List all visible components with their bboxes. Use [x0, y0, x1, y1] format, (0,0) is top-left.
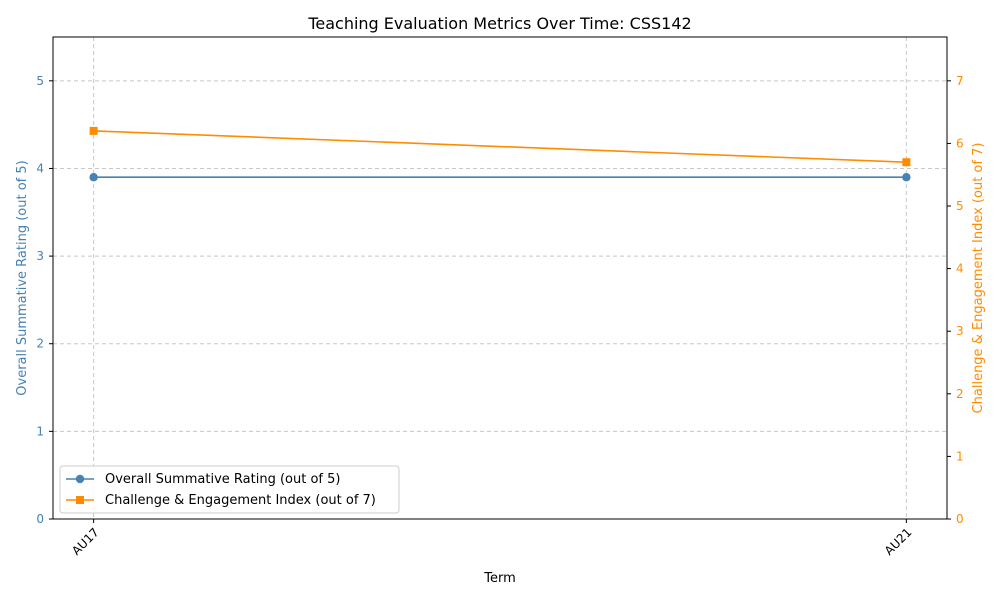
right-y-axis-label: Challenge & Engagement Index (out of 7) — [971, 143, 986, 414]
right-y-tick-label: 0 — [956, 512, 964, 526]
left-y-tick-label: 5 — [36, 74, 44, 88]
right-y-tick-label: 1 — [956, 449, 964, 463]
plot-frame — [52, 36, 948, 520]
legend-box — [59, 465, 400, 514]
right-y-tick-label: 2 — [956, 387, 964, 401]
legend-label: Challenge & Engagement Index (out of 7) — [105, 493, 376, 508]
left-y-tick-label: 0 — [36, 512, 44, 526]
series-line — [93, 130, 907, 163]
right-y-tick-label: 3 — [956, 324, 964, 338]
x-tick-label: AU21 — [882, 525, 915, 558]
left-y-tick-label: 2 — [36, 337, 44, 351]
left-y-tick-label: 3 — [36, 249, 44, 263]
right-y-tick-label: 4 — [956, 262, 964, 276]
chart-title: Teaching Evaluation Metrics Over Time: C… — [307, 14, 691, 33]
left-y-axis-label: Overall Summative Rating (out of 5) — [15, 160, 30, 395]
left-y-tick-label: 4 — [36, 161, 44, 175]
right-y-tick-label: 7 — [956, 74, 964, 88]
legend: Overall Summative Rating (out of 5) Chall… — [59, 465, 400, 514]
right-y-tick-label: 5 — [956, 199, 964, 213]
right-y-tick-label: 6 — [956, 136, 964, 150]
data-point-square — [89, 126, 98, 135]
x-tick-label: AU17 — [69, 525, 102, 558]
legend-label: Overall Summative Rating (out of 5) — [105, 472, 340, 487]
left-y-tick-label: 1 — [36, 424, 44, 438]
data-point-square — [902, 158, 911, 167]
legend-marker-square — [76, 496, 84, 504]
data-point-circle — [902, 173, 911, 182]
legend-marker-circle — [75, 474, 85, 484]
data-point-circle — [89, 173, 98, 182]
x-axis-label: Term — [483, 571, 516, 586]
